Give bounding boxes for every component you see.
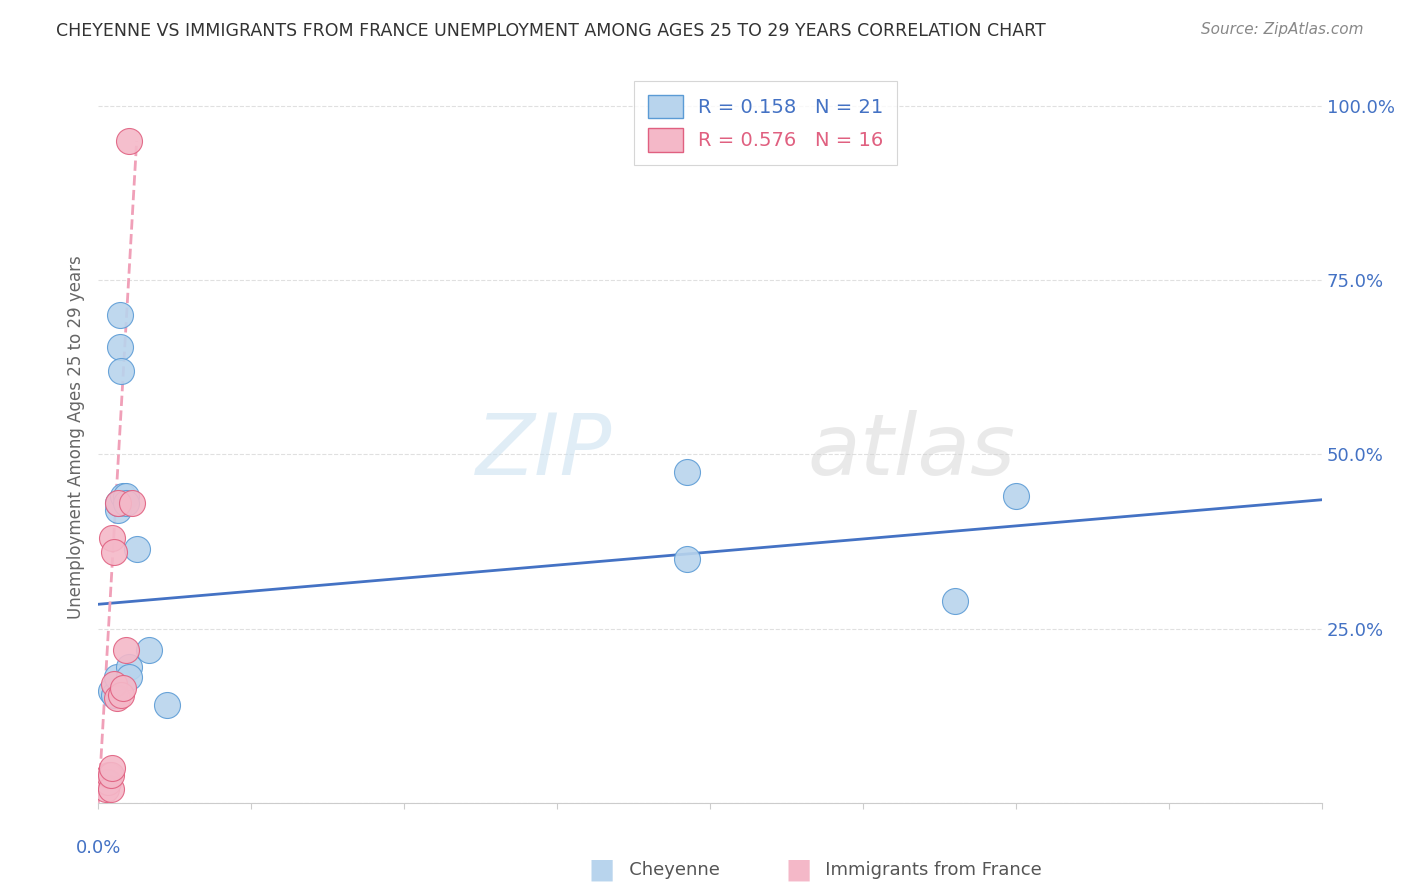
Point [94, 775, 117, 789]
Point [107, 496, 129, 510]
Text: atlas: atlas [808, 410, 1017, 493]
Point [110, 688, 132, 702]
Point [108, 339, 131, 353]
Point [103, 545, 125, 559]
Point [101, 761, 124, 775]
Text: CHEYENNE VS IMMIGRANTS FROM FRANCE UNEMPLOYMENT AMONG AGES 25 TO 29 YEARS CORREL: CHEYENNE VS IMMIGRANTS FROM FRANCE UNEMP… [56, 22, 1046, 40]
Point [111, 489, 134, 503]
Point [676, 465, 699, 479]
Point [105, 670, 128, 684]
Text: ■: ■ [589, 855, 614, 884]
Point [108, 308, 131, 322]
Point [118, 660, 141, 674]
Point [107, 503, 129, 517]
Text: 0.0%: 0.0% [76, 839, 121, 857]
Point [103, 677, 125, 691]
Point [100, 781, 122, 796]
Text: ■: ■ [786, 855, 811, 884]
Point [111, 681, 134, 695]
Text: Source: ZipAtlas.com: Source: ZipAtlas.com [1201, 22, 1364, 37]
Point [94, 781, 117, 796]
Point [138, 642, 160, 657]
Point [115, 496, 138, 510]
Point [115, 642, 138, 657]
Point [1004, 489, 1026, 503]
Point [125, 541, 148, 556]
Point [97, 775, 120, 789]
Point [110, 364, 132, 378]
Text: ZIP: ZIP [475, 410, 612, 493]
Point [156, 698, 179, 713]
Point [943, 594, 966, 608]
Point [98, 768, 121, 782]
Point [100, 768, 122, 782]
Y-axis label: Unemployment Among Ages 25 to 29 years: Unemployment Among Ages 25 to 29 years [66, 255, 84, 619]
Point [101, 531, 124, 545]
Point [118, 670, 141, 684]
Point [115, 489, 138, 503]
Point [118, 134, 141, 148]
Point [105, 691, 128, 706]
Point [676, 552, 699, 566]
Point [103, 688, 125, 702]
Point [121, 496, 143, 510]
Point [100, 684, 122, 698]
Legend: R = 0.158   N = 21, R = 0.576   N = 16: R = 0.158 N = 21, R = 0.576 N = 16 [634, 81, 897, 166]
Text: Cheyenne: Cheyenne [612, 861, 720, 879]
Text: Immigrants from France: Immigrants from France [808, 861, 1042, 879]
Point [107, 496, 129, 510]
